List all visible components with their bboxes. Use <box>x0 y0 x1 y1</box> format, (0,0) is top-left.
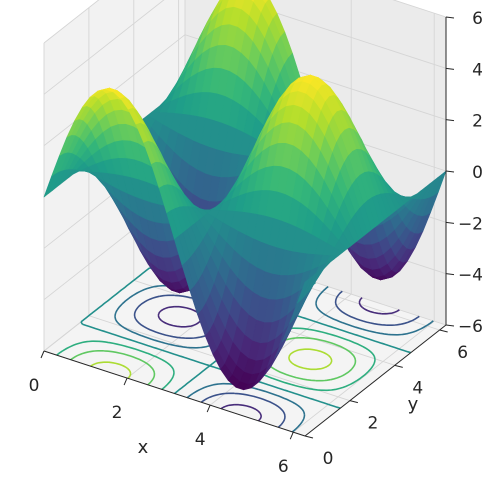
gridline-z <box>43 0 447 95</box>
x-axis-line <box>43 350 306 437</box>
surface <box>43 0 447 391</box>
x-tick <box>206 404 211 413</box>
x-tick-label: 4 <box>195 430 206 450</box>
z-tick <box>445 119 455 122</box>
x-tick <box>289 431 294 440</box>
z-tick-label: 2 <box>472 112 483 132</box>
y-tick-label: 6 <box>457 343 468 363</box>
x-axis-label: x <box>138 437 149 458</box>
z-tick-label: 6 <box>472 9 483 29</box>
z-tick-label: −6 <box>458 317 483 337</box>
z-tick <box>445 324 455 327</box>
z-tick-label: −2 <box>458 214 483 234</box>
y-tick <box>394 364 403 368</box>
z-tick <box>445 170 455 173</box>
y-tick <box>349 400 359 404</box>
z-tick <box>445 16 455 19</box>
gridline-z <box>43 0 447 44</box>
x-tick <box>123 377 128 386</box>
z-tick-label: 0 <box>472 163 483 183</box>
z-tick <box>445 221 455 224</box>
axes: 0 2 4 6 0 2 4 6 −6 −4 −2 0 2 4 6 <box>29 9 483 477</box>
surface-patch <box>296 278 310 304</box>
y-tick-label: 4 <box>412 378 423 398</box>
z-tick-label: 4 <box>472 60 483 80</box>
y-axis-line <box>304 324 447 437</box>
y-tick <box>304 435 314 439</box>
x-tick-label: 2 <box>112 403 123 423</box>
y-tick-label: 0 <box>323 449 334 469</box>
y-tick <box>439 329 448 333</box>
x-tick <box>40 350 45 359</box>
z-tick-label: −4 <box>458 266 483 286</box>
z-tick <box>445 273 455 276</box>
y-tick-label: 2 <box>367 414 378 434</box>
x-tick-label: 6 <box>278 457 289 477</box>
z-tick <box>445 67 455 70</box>
y-axis-label: y <box>408 394 419 415</box>
x-tick-label: 0 <box>29 376 40 396</box>
